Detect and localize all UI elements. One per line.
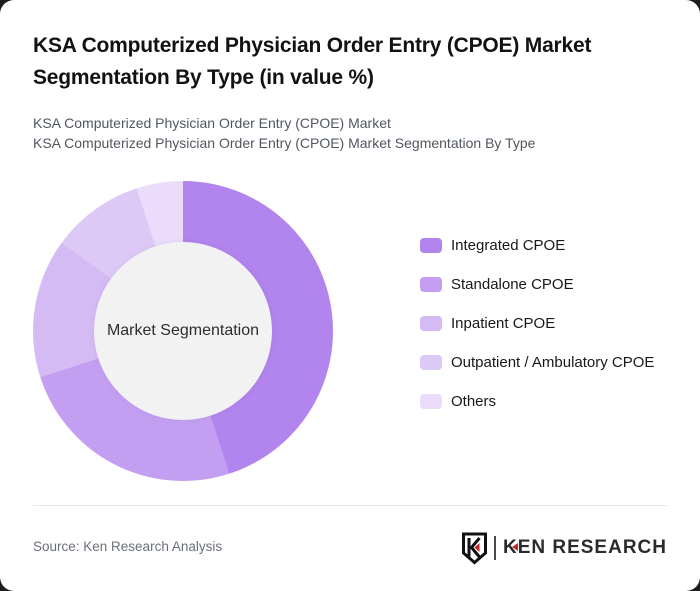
- legend-item: Inpatient CPOE: [420, 313, 655, 335]
- legend-item: Others: [420, 391, 655, 413]
- shield-k-icon: [461, 532, 487, 564]
- legend-swatch: [420, 316, 442, 331]
- logo-k-glyph: K: [502, 537, 518, 558]
- chart-title: KSA Computerized Physician Order Entry (…: [33, 34, 592, 89]
- legend-item: Standalone CPOE: [420, 274, 655, 296]
- source-text: Source: Ken Research Analysis: [33, 539, 223, 554]
- chart-subtitle: KSA Computerized Physician Order Entry (…: [33, 114, 673, 153]
- logo-text: EN RESEARCH: [517, 537, 667, 558]
- donut-center: Market Segmentation: [94, 242, 272, 420]
- logo-divider: [493, 536, 496, 560]
- legend: Integrated CPOE Standalone CPOE Inpatien…: [420, 235, 655, 430]
- brand-logo: K EN RESEARCH: [461, 531, 667, 565]
- donut-center-label: Market Segmentation: [106, 322, 260, 339]
- legend-swatch: [420, 238, 442, 253]
- logo-k-red-triangle: [511, 543, 518, 551]
- donut-chart: Market Segmentation: [33, 181, 333, 481]
- legend-swatch: [420, 355, 442, 370]
- legend-label: Outpatient / Ambulatory CPOE: [451, 354, 655, 371]
- subtitle-line-2: KSA Computerized Physician Order Entry (…: [33, 134, 536, 151]
- subtitle-line-1: KSA Computerized Physician Order Entry (…: [33, 115, 391, 131]
- legend-swatch: [420, 394, 442, 409]
- footer-divider: [33, 505, 667, 506]
- legend-label: Standalone CPOE: [451, 276, 574, 293]
- logo-red-triangle: [474, 542, 480, 552]
- legend-swatch: [420, 277, 442, 292]
- legend-item: Integrated CPOE: [420, 235, 655, 257]
- legend-label: Others: [451, 393, 497, 410]
- legend-label: Inpatient CPOE: [451, 315, 556, 332]
- legend-label: Integrated CPOE: [451, 237, 566, 254]
- logo-wordmark: K EN RESEARCH: [503, 537, 667, 559]
- legend-item: Outpatient / Ambulatory CPOE: [420, 352, 655, 374]
